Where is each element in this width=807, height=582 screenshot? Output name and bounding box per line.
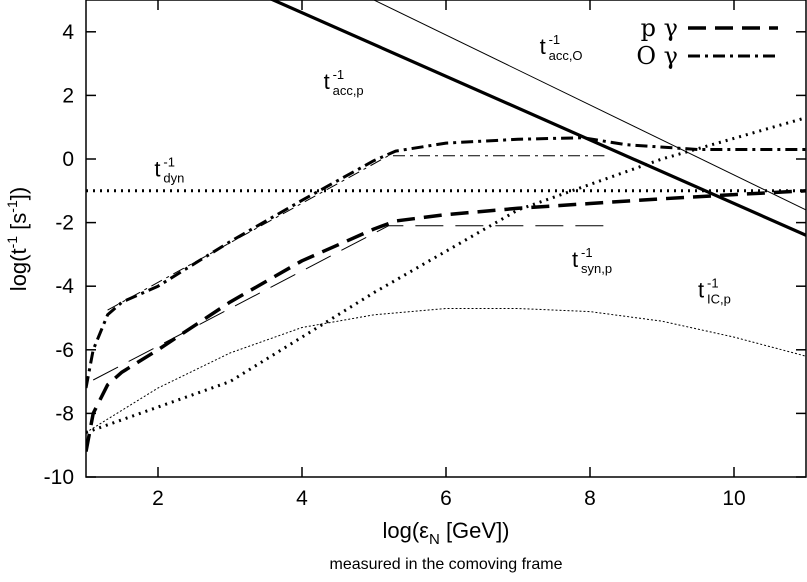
curve-label-sub: acc,O bbox=[549, 48, 583, 63]
axis-ticks: 2 4 6 8 10 -10 -8 -6 -4 -2 0 2 4 bbox=[44, 0, 806, 510]
series-line-1 bbox=[372, 0, 806, 211]
y-axis-title: log(t-1 [s-1]) bbox=[4, 187, 31, 291]
series-line-8 bbox=[107, 155, 605, 311]
legend-label: p γ bbox=[641, 14, 678, 42]
y-tick-label: -6 bbox=[55, 339, 74, 362]
y-tick-label: 2 bbox=[62, 84, 74, 107]
curve-label-sup: -1 bbox=[333, 67, 345, 82]
series-line-7 bbox=[86, 136, 806, 389]
series-line-3 bbox=[86, 116, 806, 434]
series-line-5 bbox=[86, 189, 806, 452]
curve-label-2: t bbox=[154, 156, 160, 181]
y-tick-label: 4 bbox=[62, 21, 74, 44]
curve-label-1: t bbox=[540, 34, 546, 59]
x-axis-subtitle: measured in the comoving frame bbox=[330, 556, 563, 573]
y-tick-label: -2 bbox=[55, 212, 74, 235]
curve-label-sup: -1 bbox=[549, 32, 561, 47]
curve-label-sup: -1 bbox=[707, 275, 719, 290]
y-tick-label: 0 bbox=[62, 148, 74, 171]
curve-label-sup: -1 bbox=[581, 245, 593, 260]
y-tick-label: -8 bbox=[55, 402, 74, 425]
curve-label-sub: acc,p bbox=[333, 83, 364, 98]
curve-label-sub: dyn bbox=[163, 170, 184, 185]
x-tick-label: 10 bbox=[722, 487, 745, 510]
curve-label-0: t bbox=[324, 69, 330, 94]
series-line-6 bbox=[92, 225, 605, 381]
series-group bbox=[86, 0, 806, 452]
x-tick-label: 4 bbox=[296, 487, 308, 510]
curve-label-3: t bbox=[572, 247, 578, 272]
curve-label-sup: -1 bbox=[163, 154, 175, 169]
plot-area-frame bbox=[85, 0, 807, 478]
curve-label-sub: IC,p bbox=[707, 291, 731, 306]
x-tick-label: 8 bbox=[584, 487, 596, 510]
x-axis-title: log(εN [GeV]) bbox=[382, 518, 509, 548]
x-tick-label: 2 bbox=[152, 487, 164, 510]
curve-label-4: t bbox=[698, 277, 704, 302]
series-line-0 bbox=[269, 0, 806, 237]
curve-label-sub: syn,p bbox=[581, 261, 612, 276]
x-tick-label: 6 bbox=[440, 487, 452, 510]
y-tick-label: -10 bbox=[44, 466, 74, 489]
legend: p γO γ bbox=[636, 14, 778, 70]
y-tick-label: -4 bbox=[55, 275, 74, 298]
legend-label: O γ bbox=[636, 42, 678, 70]
